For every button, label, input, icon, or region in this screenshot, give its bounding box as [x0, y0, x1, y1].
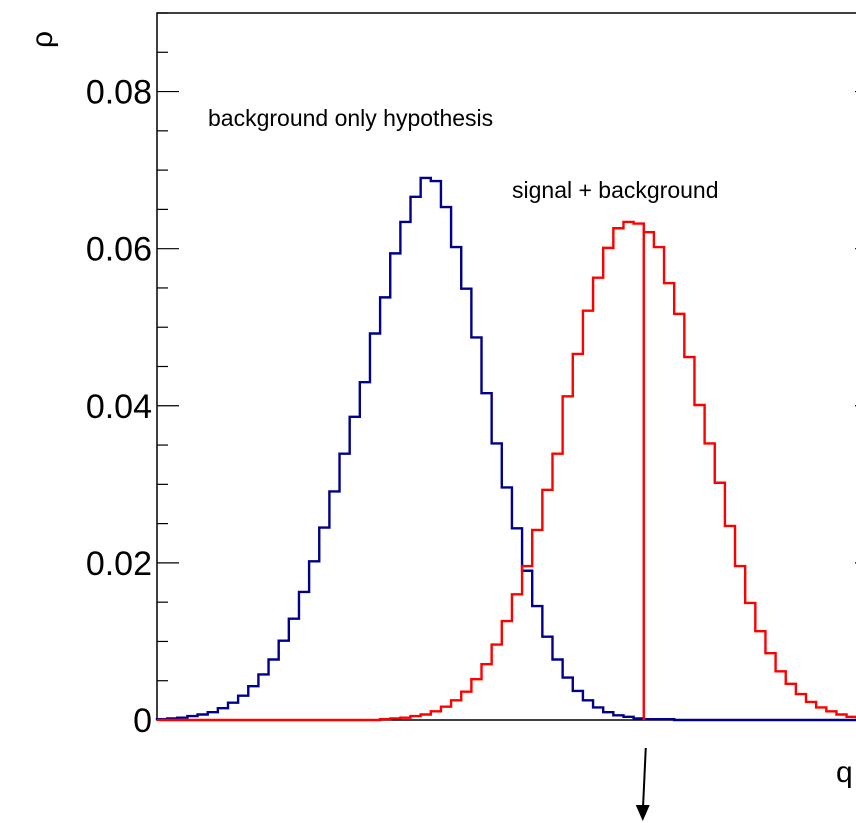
- background-histogram: [155, 176, 856, 722]
- y-axis-label: ρ: [26, 31, 59, 48]
- signal-histogram: [157, 220, 856, 722]
- y-tick-label: 0: [133, 702, 152, 740]
- y-tick-label: 0.04: [86, 388, 152, 426]
- histogram-series: [155, 176, 856, 722]
- observed-value-arrow-head: [635, 805, 650, 821]
- y-axis-ticks: [157, 12, 856, 721]
- annotation-signal-background: signal + background: [512, 177, 719, 203]
- y-axis-tick-labels: 0 0.02 0.04 0.06 0.08: [86, 74, 152, 740]
- annotation-background-only: background only hypothesis: [208, 105, 493, 131]
- y-tick-label: 0.02: [86, 545, 152, 583]
- y-tick-label: 0.08: [86, 74, 152, 112]
- x-axis-label: q: [836, 756, 853, 789]
- observed-value-arrow-shaft: [641, 747, 647, 814]
- y-tick-label: 0.06: [86, 231, 152, 269]
